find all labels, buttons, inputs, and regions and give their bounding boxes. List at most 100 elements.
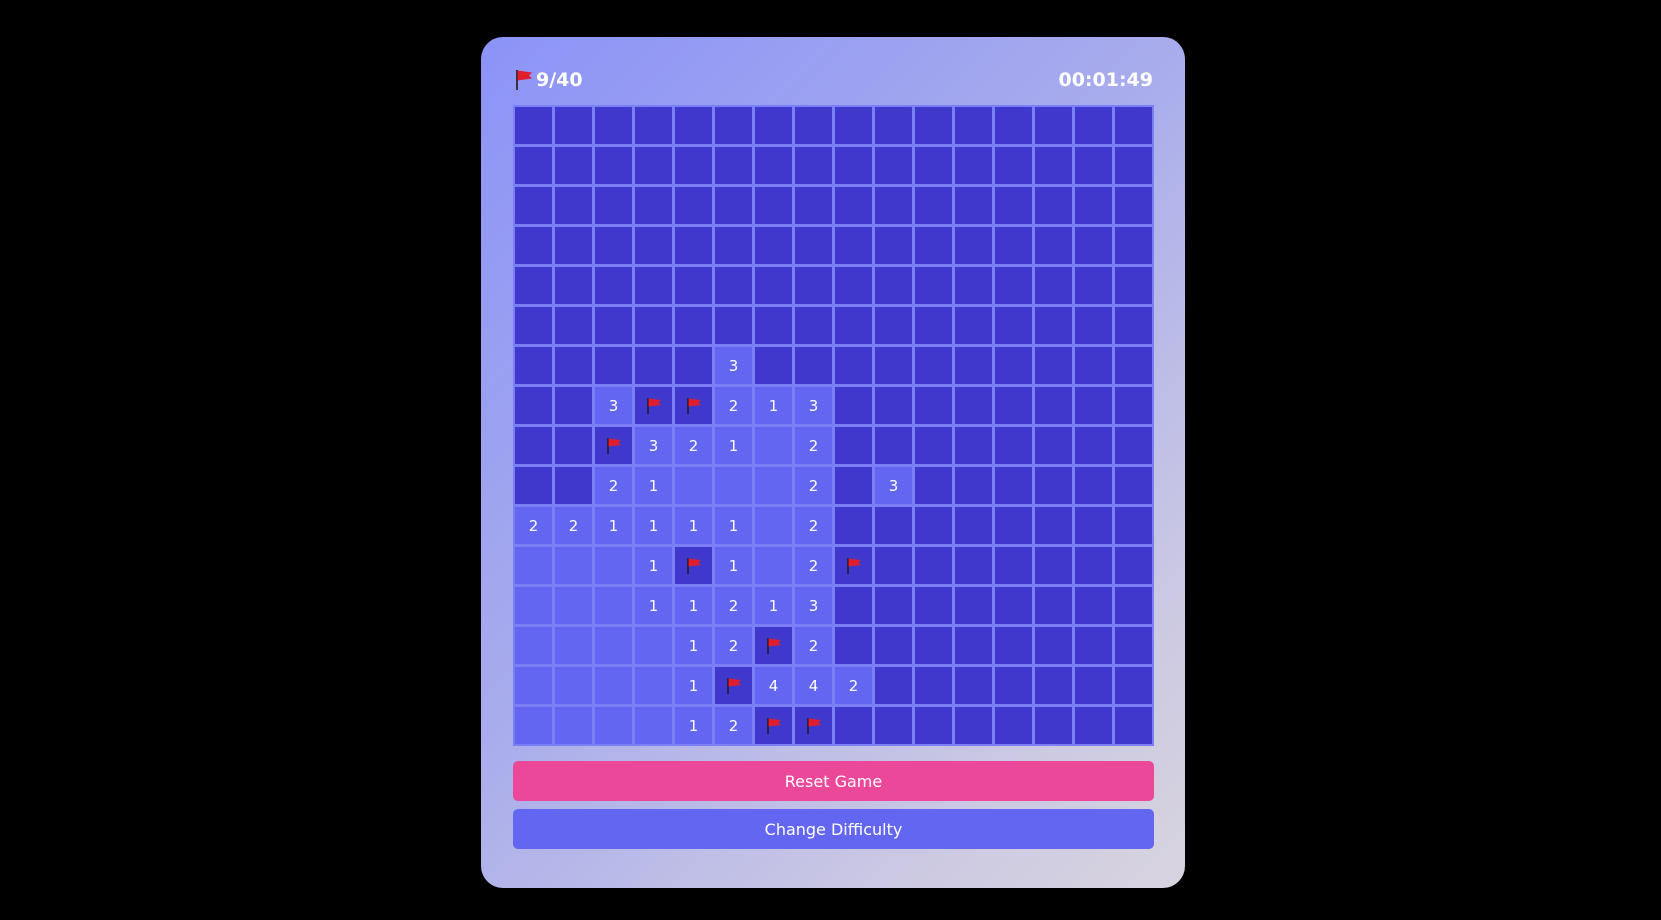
- hidden-cell[interactable]: [555, 467, 592, 504]
- hidden-cell[interactable]: [875, 227, 912, 264]
- hidden-cell[interactable]: [595, 147, 632, 184]
- revealed-number-cell[interactable]: 2: [715, 627, 752, 664]
- hidden-cell[interactable]: [1075, 707, 1112, 744]
- revealed-number-cell[interactable]: 2: [595, 467, 632, 504]
- hidden-cell[interactable]: [995, 547, 1032, 584]
- revealed-empty-cell[interactable]: [755, 467, 792, 504]
- hidden-cell[interactable]: [515, 347, 552, 384]
- revealed-number-cell[interactable]: 3: [795, 387, 832, 424]
- revealed-number-cell[interactable]: 2: [795, 427, 832, 464]
- hidden-cell[interactable]: [995, 707, 1032, 744]
- hidden-cell[interactable]: [795, 307, 832, 344]
- hidden-cell[interactable]: [555, 387, 592, 424]
- hidden-cell[interactable]: [955, 307, 992, 344]
- hidden-cell[interactable]: [755, 107, 792, 144]
- hidden-cell[interactable]: [595, 267, 632, 304]
- hidden-cell[interactable]: [875, 667, 912, 704]
- change-difficulty-button[interactable]: Change Difficulty: [513, 809, 1154, 849]
- revealed-number-cell[interactable]: 1: [595, 507, 632, 544]
- hidden-cell[interactable]: [515, 187, 552, 224]
- hidden-cell[interactable]: [955, 267, 992, 304]
- hidden-cell[interactable]: [1075, 507, 1112, 544]
- hidden-cell[interactable]: [955, 707, 992, 744]
- hidden-cell[interactable]: [875, 147, 912, 184]
- hidden-cell[interactable]: [715, 227, 752, 264]
- hidden-cell[interactable]: [955, 347, 992, 384]
- hidden-cell[interactable]: [875, 507, 912, 544]
- hidden-cell[interactable]: [1075, 347, 1112, 384]
- hidden-cell[interactable]: [1115, 387, 1152, 424]
- hidden-cell[interactable]: [755, 147, 792, 184]
- hidden-cell[interactable]: [1115, 107, 1152, 144]
- hidden-cell[interactable]: [875, 547, 912, 584]
- hidden-cell[interactable]: [875, 267, 912, 304]
- hidden-cell[interactable]: [515, 307, 552, 344]
- hidden-cell[interactable]: [955, 667, 992, 704]
- hidden-cell[interactable]: [635, 147, 672, 184]
- hidden-cell[interactable]: [915, 507, 952, 544]
- revealed-number-cell[interactable]: 1: [715, 547, 752, 584]
- hidden-cell[interactable]: [1075, 427, 1112, 464]
- hidden-cell[interactable]: [915, 387, 952, 424]
- hidden-cell[interactable]: [1075, 147, 1112, 184]
- revealed-empty-cell[interactable]: [755, 547, 792, 584]
- hidden-cell[interactable]: [995, 587, 1032, 624]
- revealed-empty-cell[interactable]: [635, 707, 672, 744]
- hidden-cell[interactable]: [915, 707, 952, 744]
- hidden-cell[interactable]: [955, 547, 992, 584]
- revealed-number-cell[interactable]: 1: [755, 387, 792, 424]
- hidden-cell[interactable]: [1075, 627, 1112, 664]
- flagged-cell[interactable]: [595, 427, 632, 464]
- hidden-cell[interactable]: [835, 107, 872, 144]
- hidden-cell[interactable]: [795, 147, 832, 184]
- hidden-cell[interactable]: [995, 467, 1032, 504]
- hidden-cell[interactable]: [915, 187, 952, 224]
- flagged-cell[interactable]: [795, 707, 832, 744]
- hidden-cell[interactable]: [995, 267, 1032, 304]
- hidden-cell[interactable]: [1115, 667, 1152, 704]
- hidden-cell[interactable]: [635, 107, 672, 144]
- hidden-cell[interactable]: [995, 307, 1032, 344]
- hidden-cell[interactable]: [755, 267, 792, 304]
- hidden-cell[interactable]: [1035, 187, 1072, 224]
- revealed-number-cell[interactable]: 1: [675, 627, 712, 664]
- hidden-cell[interactable]: [555, 107, 592, 144]
- revealed-number-cell[interactable]: 1: [715, 507, 752, 544]
- hidden-cell[interactable]: [915, 427, 952, 464]
- hidden-cell[interactable]: [595, 187, 632, 224]
- hidden-cell[interactable]: [995, 147, 1032, 184]
- revealed-empty-cell[interactable]: [675, 467, 712, 504]
- hidden-cell[interactable]: [1035, 667, 1072, 704]
- hidden-cell[interactable]: [995, 667, 1032, 704]
- hidden-cell[interactable]: [795, 107, 832, 144]
- revealed-number-cell[interactable]: 2: [675, 427, 712, 464]
- hidden-cell[interactable]: [1115, 707, 1152, 744]
- hidden-cell[interactable]: [1075, 467, 1112, 504]
- revealed-empty-cell[interactable]: [555, 707, 592, 744]
- hidden-cell[interactable]: [1075, 107, 1112, 144]
- reset-game-button[interactable]: Reset Game: [513, 761, 1154, 801]
- hidden-cell[interactable]: [1035, 347, 1072, 384]
- revealed-number-cell[interactable]: 2: [795, 467, 832, 504]
- hidden-cell[interactable]: [595, 347, 632, 384]
- revealed-empty-cell[interactable]: [555, 587, 592, 624]
- hidden-cell[interactable]: [875, 387, 912, 424]
- hidden-cell[interactable]: [1075, 307, 1112, 344]
- revealed-number-cell[interactable]: 4: [795, 667, 832, 704]
- hidden-cell[interactable]: [875, 307, 912, 344]
- revealed-empty-cell[interactable]: [595, 707, 632, 744]
- hidden-cell[interactable]: [955, 627, 992, 664]
- revealed-number-cell[interactable]: 1: [675, 667, 712, 704]
- revealed-empty-cell[interactable]: [515, 667, 552, 704]
- hidden-cell[interactable]: [1115, 627, 1152, 664]
- hidden-cell[interactable]: [1075, 547, 1112, 584]
- hidden-cell[interactable]: [595, 227, 632, 264]
- hidden-cell[interactable]: [1035, 387, 1072, 424]
- revealed-number-cell[interactable]: 2: [795, 507, 832, 544]
- hidden-cell[interactable]: [995, 347, 1032, 384]
- revealed-number-cell[interactable]: 2: [715, 387, 752, 424]
- hidden-cell[interactable]: [715, 147, 752, 184]
- revealed-number-cell[interactable]: 1: [635, 507, 672, 544]
- hidden-cell[interactable]: [755, 307, 792, 344]
- hidden-cell[interactable]: [835, 307, 872, 344]
